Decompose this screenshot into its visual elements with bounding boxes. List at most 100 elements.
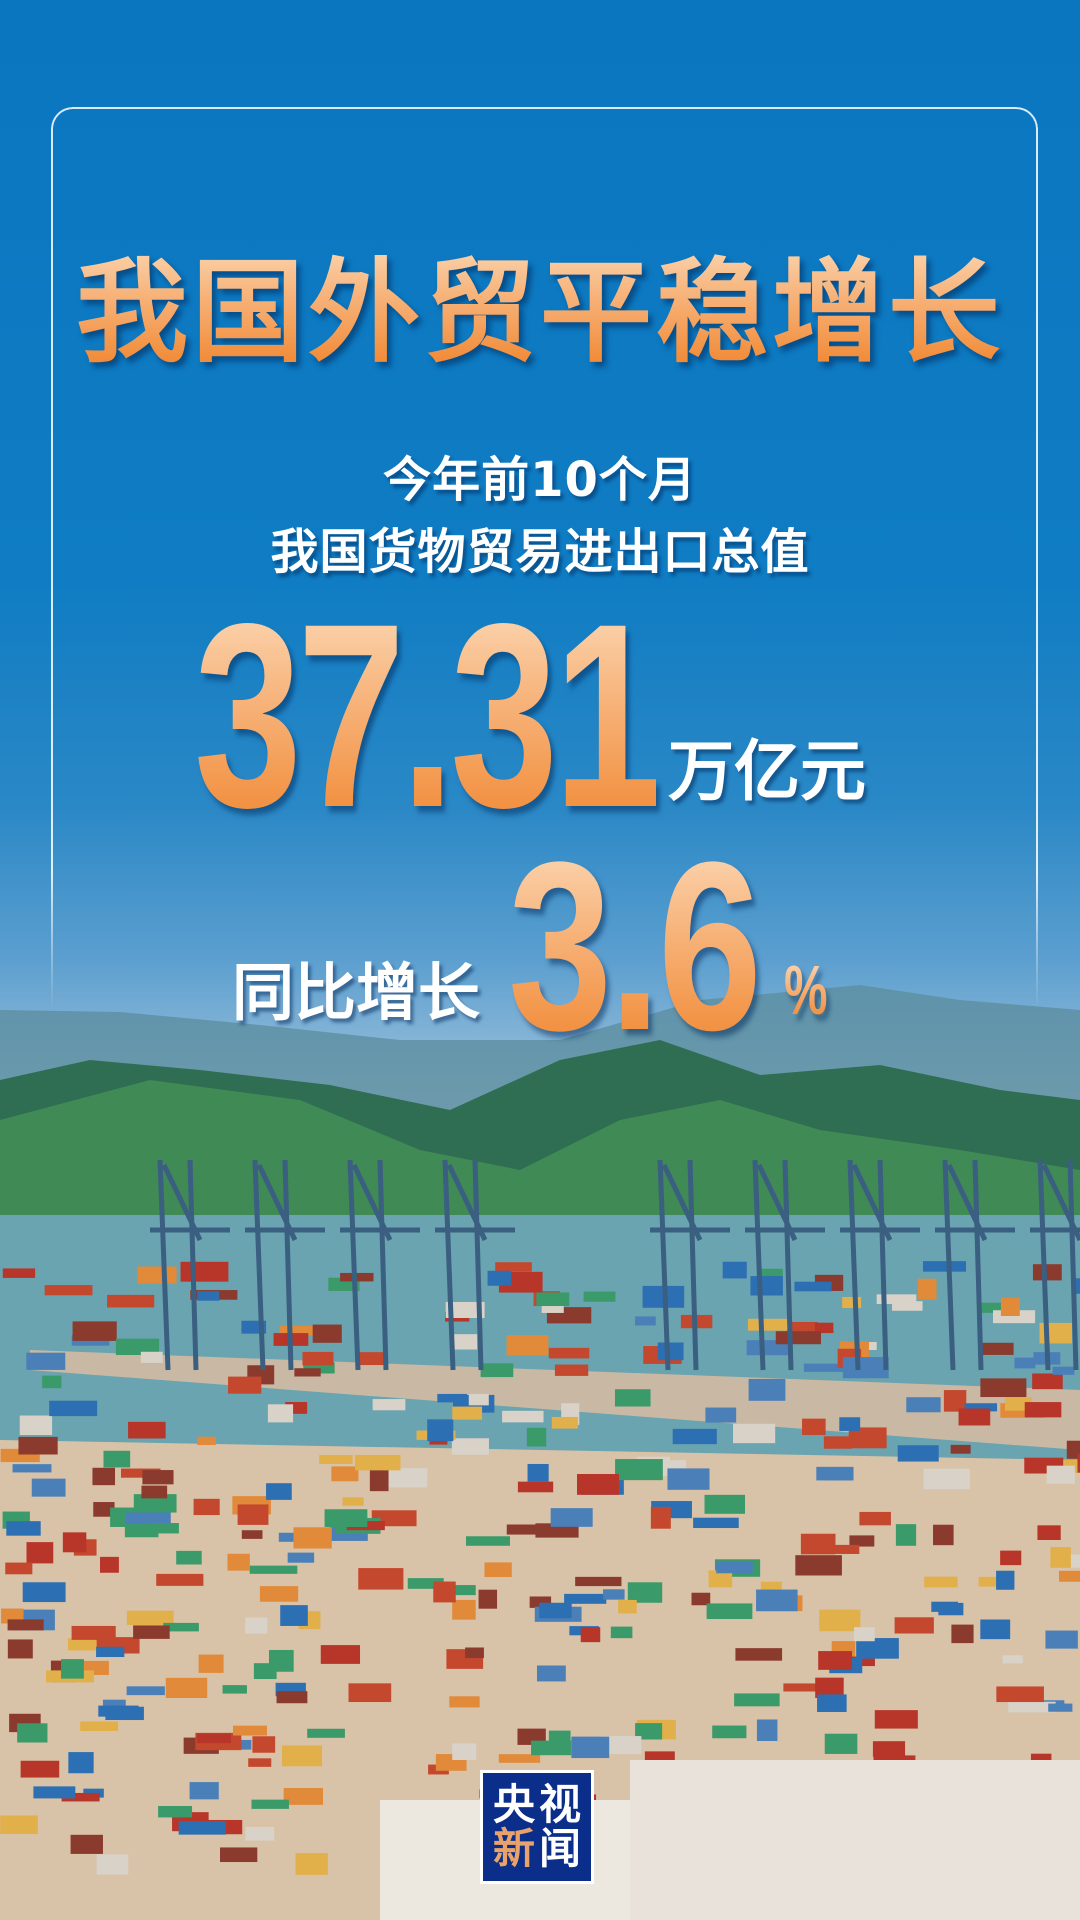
- container: [848, 1427, 887, 1449]
- container: [551, 1416, 578, 1429]
- building: [630, 1760, 1080, 1920]
- container: [0, 1815, 38, 1835]
- container: [615, 1459, 663, 1481]
- container: [137, 1266, 177, 1284]
- container: [795, 1555, 842, 1576]
- container: [245, 1826, 275, 1841]
- growth-unit: %: [784, 951, 828, 1029]
- container: [348, 1683, 392, 1703]
- container: [981, 1342, 1014, 1355]
- container: [12, 1464, 52, 1473]
- container: [733, 1423, 776, 1444]
- container: [140, 1351, 163, 1363]
- container: [750, 1276, 783, 1296]
- container: [548, 1347, 590, 1359]
- container: [19, 1415, 53, 1435]
- container: [747, 1318, 788, 1331]
- container: [303, 1362, 335, 1374]
- container: [716, 1561, 753, 1574]
- container: [197, 1291, 220, 1301]
- container: [20, 1760, 60, 1778]
- container: [279, 1325, 323, 1336]
- container: [452, 1743, 477, 1761]
- container: [550, 1508, 593, 1527]
- container: [775, 1331, 821, 1345]
- container: [294, 1368, 321, 1377]
- container: [571, 1736, 610, 1759]
- container: [302, 1351, 334, 1366]
- container: [705, 1407, 737, 1423]
- container: [465, 1647, 484, 1659]
- container: [259, 1586, 299, 1602]
- container: [452, 1406, 483, 1420]
- container: [189, 1782, 219, 1800]
- container: [1014, 1357, 1036, 1369]
- container: [62, 1532, 87, 1553]
- container: [803, 1363, 844, 1372]
- container: [996, 1686, 1044, 1703]
- container: [756, 1719, 778, 1742]
- container: [133, 1494, 177, 1513]
- subtitle-line1: 今年前10个月: [383, 452, 697, 508]
- container: [517, 1481, 554, 1493]
- container: [849, 1535, 875, 1547]
- container: [480, 1363, 514, 1378]
- container: [712, 1725, 747, 1739]
- container: [1045, 1630, 1078, 1649]
- container: [319, 1455, 353, 1464]
- container: [1037, 1525, 1061, 1540]
- gantry-crane: [435, 1159, 515, 1371]
- container: [933, 1524, 954, 1546]
- container: [331, 1466, 359, 1482]
- container: [748, 1378, 786, 1401]
- container: [693, 1517, 739, 1529]
- container: [1066, 1440, 1080, 1459]
- container: [859, 1511, 891, 1526]
- total-unit: 万亿元: [668, 733, 866, 810]
- gantry-crane: [1030, 1159, 1080, 1371]
- container: [245, 1617, 268, 1634]
- container: [249, 1565, 298, 1574]
- container: [938, 1602, 964, 1616]
- container: [68, 1752, 94, 1774]
- container: [228, 1376, 262, 1394]
- container: [539, 1602, 572, 1619]
- container: [823, 1436, 852, 1449]
- container: [564, 1593, 607, 1604]
- container: [49, 1400, 98, 1417]
- container: [18, 1436, 58, 1455]
- container: [61, 1792, 100, 1802]
- container: [142, 1470, 174, 1485]
- growth-label: 同比增长: [232, 956, 481, 1029]
- container: [222, 1685, 247, 1694]
- container: [529, 1596, 552, 1608]
- container: [667, 1468, 710, 1490]
- container: [67, 1638, 98, 1651]
- gantry-crane: [745, 1159, 825, 1371]
- container: [248, 1758, 272, 1767]
- container: [980, 1302, 1006, 1313]
- container: [126, 1686, 165, 1696]
- gantry-crane: [650, 1159, 730, 1371]
- logo-char: 新: [492, 1824, 535, 1873]
- container: [241, 1530, 263, 1539]
- container: [133, 1625, 170, 1639]
- container: [450, 1334, 478, 1350]
- container: [708, 1570, 733, 1588]
- container: [502, 1410, 544, 1423]
- container: [1032, 1373, 1063, 1390]
- container: [978, 1576, 1010, 1587]
- gantry-crane: [840, 1159, 920, 1371]
- container: [342, 1497, 364, 1506]
- container: [128, 1421, 166, 1439]
- container: [825, 1544, 860, 1554]
- container: [193, 1498, 220, 1516]
- container: [650, 1506, 671, 1529]
- container: [577, 1474, 619, 1495]
- container: [295, 1853, 328, 1875]
- container: [802, 1418, 826, 1436]
- container: [33, 1786, 76, 1799]
- container: [672, 1428, 717, 1445]
- container: [427, 1419, 454, 1442]
